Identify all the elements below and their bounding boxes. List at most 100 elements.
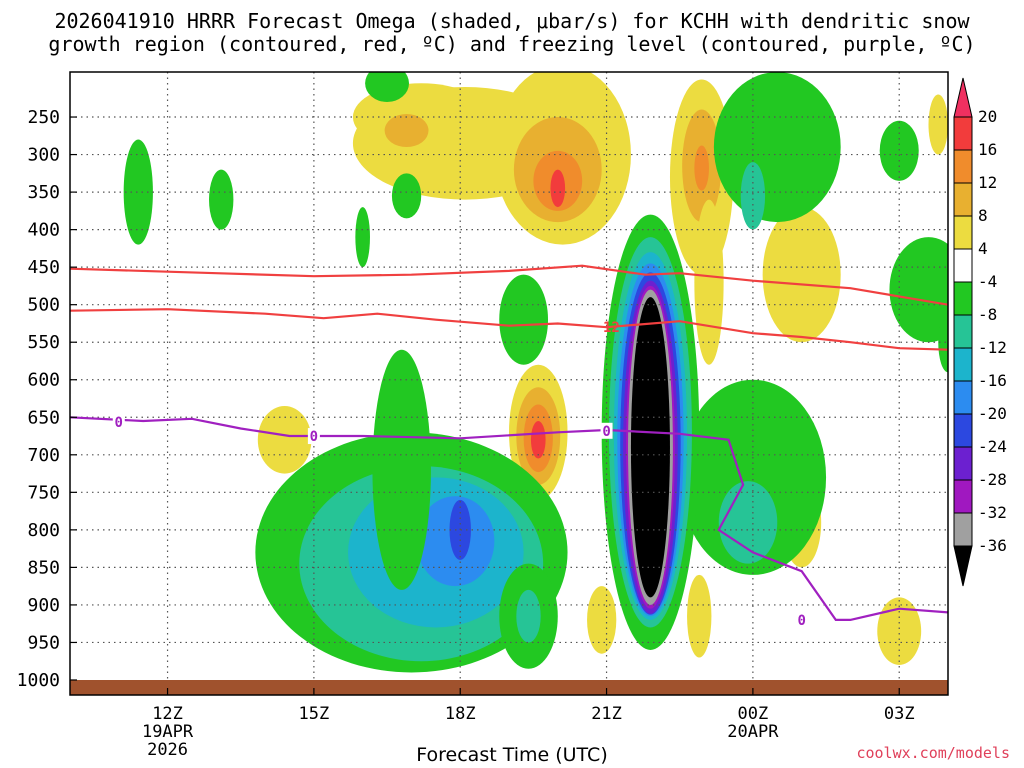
y-tick-label-300: 300	[27, 145, 60, 166]
colorbar-segment-1	[953, 116, 973, 151]
x-tick-label-00Z: 00Z	[738, 704, 769, 724]
colorbar-label-10: -24	[978, 437, 1007, 456]
omega-region-descent-10	[694, 199, 724, 365]
dgz-contour-label: 12	[603, 320, 620, 336]
credit-text: coolwx.com/models	[856, 744, 1010, 762]
chart-title-line-1: 2026041910 HRRR Forecast Omega (shaded, …	[54, 9, 970, 33]
omega-region-descent-18	[587, 586, 617, 654]
freezing-label-bg-1	[307, 428, 320, 445]
colorbar-label-3: 8	[978, 206, 988, 225]
omega-region-descent-17	[257, 406, 312, 474]
colorbar-bottom-arrow	[953, 545, 973, 587]
colorbar-top-arrow	[953, 77, 973, 118]
freezing-label-bg-0	[112, 413, 125, 430]
colorbar-segment-3	[953, 182, 973, 217]
colorbar-label-2: 12	[978, 173, 997, 192]
omega-region-descent-19	[687, 574, 712, 658]
dgz-top-contour	[70, 264, 948, 306]
x-tick-sublabel-00Z-0: 20APR	[727, 722, 779, 742]
omega-region-ascent-40	[718, 481, 778, 564]
omega-region-descent-5	[550, 169, 566, 208]
dgz-bottom-contour	[70, 308, 948, 351]
colorbar-label-12: -32	[978, 503, 1007, 522]
omega-region-descent-16	[530, 421, 546, 459]
chart-title-line-2: growth region (contoured, red, ºC) and f…	[48, 32, 976, 56]
y-tick-label-800: 800	[27, 520, 60, 541]
colorbar-segment-5	[953, 248, 973, 283]
colorbar-label-6: -8	[978, 305, 997, 324]
colorbar-segment-13	[953, 512, 973, 547]
colorbar-label-11: -28	[978, 470, 1007, 489]
colorbar-segment-9	[953, 380, 973, 415]
colorbar-label-7: -12	[978, 338, 1007, 357]
y-tick-label-450: 450	[27, 257, 60, 278]
colorbar-label-0: 20	[978, 107, 997, 126]
surface-ground-strip	[70, 680, 948, 695]
freezing-level-label-2: 0	[602, 424, 610, 440]
freezing-level-label-1: 0	[310, 429, 318, 445]
y-tick-label-950: 950	[27, 632, 60, 653]
omega-region-ascent-23	[123, 139, 153, 245]
x-tick-sublabel-12Z-1: 2026	[147, 740, 188, 760]
y-tick-label-1000: 1000	[17, 670, 60, 691]
y-tick-label-350: 350	[27, 182, 60, 203]
omega-region-ascent-32	[938, 312, 948, 373]
y-tick-label-850: 850	[27, 557, 60, 578]
omega-region-descent-11	[762, 207, 841, 343]
colorbar-label-1: 16	[978, 140, 997, 159]
y-tick-label-400: 400	[27, 220, 60, 241]
omega-region-ascent-30	[879, 120, 919, 181]
colorbar-segment-4	[953, 215, 973, 250]
plot-area: 12 0 0 0 0	[70, 72, 948, 695]
y-tick-label-650: 650	[27, 407, 60, 428]
colorbar-label-5: -4	[978, 272, 997, 291]
colorbar-label-9: -20	[978, 404, 1007, 423]
omega-region-descent-22	[877, 597, 922, 665]
freezing-level-contour	[70, 416, 948, 622]
omega-region-ascent-24	[209, 169, 234, 230]
omega-region-ascent-26	[391, 173, 422, 219]
omega-region-ascent-29	[740, 162, 766, 230]
omega-region-descent-9	[694, 145, 709, 191]
colorbar-segment-6	[953, 281, 973, 316]
colorbar-segment-12	[953, 479, 973, 514]
colorbar-segment-11	[953, 446, 973, 481]
omega-region-descent-12	[928, 94, 948, 155]
x-tick-label-21Z: 21Z	[591, 704, 622, 724]
x-tick-label-18Z: 18Z	[445, 704, 476, 724]
colorbar-segment-7	[953, 314, 973, 349]
colorbar-label-13: -36	[978, 536, 1007, 555]
colorbar-segment-8	[953, 347, 973, 382]
freezing-level-label-0: 0	[115, 415, 123, 431]
omega-region-ascent-31	[889, 237, 948, 343]
colorbar-segment-10	[953, 413, 973, 448]
y-tick-label-600: 600	[27, 370, 60, 391]
freezing-label-bg-3	[795, 611, 808, 628]
x-tick-label-15Z: 15Z	[299, 704, 330, 724]
colorbar-label-8: -16	[978, 371, 1007, 390]
colorbar-segment-2	[953, 149, 973, 184]
colorbar-label-4: 4	[978, 239, 988, 258]
y-tick-label-750: 750	[27, 482, 60, 503]
omega-region-ascent-27	[365, 72, 409, 103]
y-tick-label-900: 900	[27, 595, 60, 616]
y-tick-label-250: 250	[27, 107, 60, 128]
y-tick-label-700: 700	[27, 445, 60, 466]
x-tick-label-12Z: 12Z	[152, 704, 183, 724]
omega-region-ascent-28	[713, 72, 841, 223]
omega-region-ascent-52	[630, 297, 670, 598]
x-axis-title: Forecast Time (UTC)	[416, 744, 608, 766]
x-tick-sublabel-12Z-0: 19APR	[142, 722, 194, 742]
omega-region-descent-6	[384, 114, 429, 148]
y-tick-label-500: 500	[27, 295, 60, 316]
omega-region-ascent-41	[499, 274, 549, 365]
omega-region-ascent-39	[679, 379, 827, 575]
plot-frame	[69, 71, 949, 696]
omega-region-ascent-43	[516, 589, 541, 643]
omega-region-ascent-38	[372, 349, 431, 590]
omega-region-ascent-25	[355, 207, 370, 268]
y-tick-label-550: 550	[27, 332, 60, 353]
freezing-label-bg-2	[600, 422, 613, 439]
freezing-level-label-3: 0	[797, 613, 805, 629]
